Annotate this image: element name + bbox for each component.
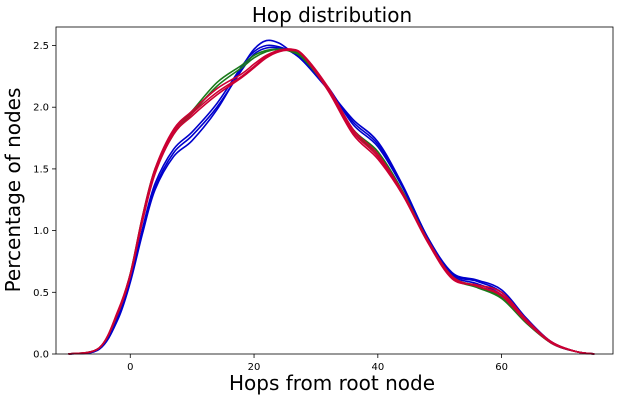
plot-frame <box>55 26 614 355</box>
y-tick-label: 2.0 <box>33 103 49 114</box>
y-tick-label: 0.0 <box>33 350 49 361</box>
x-tick-label: 20 <box>248 362 261 373</box>
chart-title: Hop distribution <box>252 3 412 27</box>
x-tick-label: 40 <box>371 362 384 373</box>
series-line-8 <box>68 49 595 355</box>
x-axis-ticks: 020406080 <box>127 354 508 373</box>
x-tick-label: 60 <box>495 362 508 373</box>
y-tick-label: 1.5 <box>33 164 49 175</box>
series-layer <box>68 39 595 355</box>
y-tick-label: 0.5 <box>33 288 49 299</box>
y-tick-label: 1.0 <box>33 226 49 237</box>
x-tick-label: 0 <box>127 362 133 373</box>
series-line-7 <box>68 48 595 355</box>
plot-area-background <box>56 27 613 354</box>
y-axis-title: Percentage of nodes <box>1 88 25 293</box>
x-axis-title: Hops from root node <box>229 371 435 395</box>
y-tick-label: 2.5 <box>33 41 49 52</box>
y-axis-ticks: 0.0 0.5 1.0 1.5 2.0 2.5 <box>33 41 56 361</box>
